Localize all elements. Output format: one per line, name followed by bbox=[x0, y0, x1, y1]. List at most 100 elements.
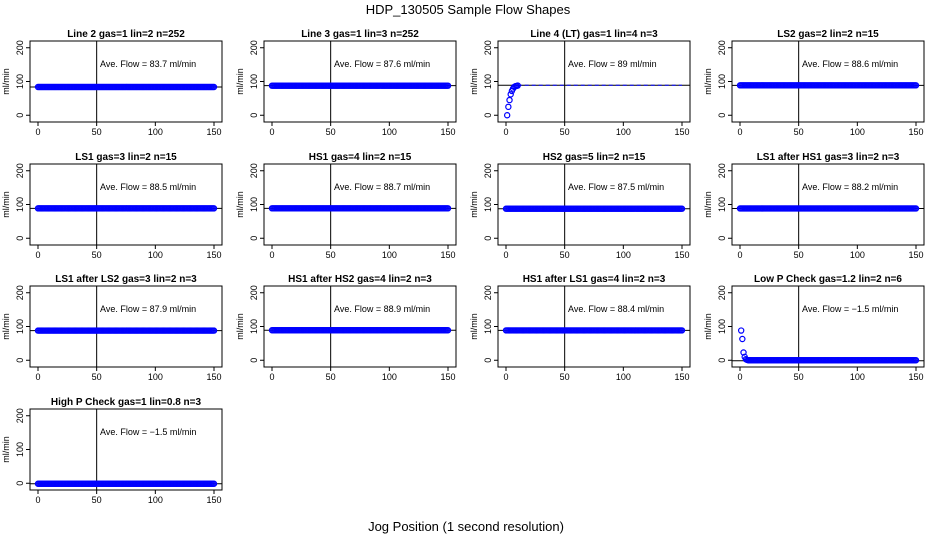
chart-panel-8: LS1 after HS1 gas=3 lin=2 n=3 ml/min 0 100 2… bbox=[703, 152, 925, 260]
x-tick-label: 50 bbox=[92, 127, 102, 137]
y-tick-label: 0 bbox=[15, 113, 25, 118]
x-tick-label: 150 bbox=[908, 127, 923, 137]
y-tick-label: 0 bbox=[15, 236, 25, 241]
x-tick-label: 100 bbox=[148, 372, 163, 382]
data-points bbox=[34, 83, 218, 91]
x-tick-label: 150 bbox=[206, 495, 221, 505]
data-points bbox=[34, 327, 218, 334]
data-points bbox=[268, 82, 452, 89]
y-tick-label: 0 bbox=[15, 358, 25, 363]
x-tick-label: 150 bbox=[908, 250, 923, 260]
x-tick-label: 100 bbox=[382, 127, 397, 137]
data-points bbox=[736, 205, 920, 212]
average-flow-annotation: Ave. Flow = 88.7 ml/min bbox=[334, 182, 430, 192]
x-tick-label: 100 bbox=[382, 372, 397, 382]
y-axis-label: ml/min bbox=[1, 313, 11, 340]
y-tick-label: 0 bbox=[483, 236, 493, 241]
y-tick-label: 0 bbox=[717, 358, 727, 363]
average-flow-annotation: Ave. Flow = 89 ml/min bbox=[568, 59, 657, 69]
x-tick-label: 100 bbox=[148, 250, 163, 260]
x-tick-label: 50 bbox=[92, 495, 102, 505]
data-points bbox=[34, 480, 218, 487]
data-point bbox=[912, 357, 920, 364]
data-point bbox=[210, 480, 218, 487]
x-tick-label: 50 bbox=[560, 127, 570, 137]
y-axis-label: ml/min bbox=[469, 68, 479, 95]
chart-panel-3: Line 4 (LT) gas=1 lin=4 n=3 ml/min 0 100 200… bbox=[469, 29, 691, 137]
panel-title: LS1 after LS2 gas=3 lin=2 n=3 bbox=[55, 274, 197, 285]
average-flow-annotation: Ave. Flow = 87.6 ml/min bbox=[334, 59, 430, 69]
y-tick-label: 200 bbox=[717, 40, 727, 55]
x-tick-label: 0 bbox=[35, 372, 40, 382]
average-flow-annotation: Ave. Flow = 88.6 ml/min bbox=[802, 59, 898, 69]
chart-panel-6: HS1 gas=4 lin=2 n=15 ml/min 0 100 200 0 50 100 1… bbox=[235, 152, 457, 260]
y-tick-label: 100 bbox=[249, 319, 259, 334]
panel-title: Line 3 gas=1 lin=3 n=252 bbox=[301, 29, 419, 40]
x-tick-label: 0 bbox=[269, 127, 274, 137]
average-flow-annotation: Ave. Flow = −1.5 ml/min bbox=[100, 427, 196, 437]
x-tick-label: 0 bbox=[737, 372, 742, 382]
x-tick-label: 150 bbox=[674, 127, 689, 137]
y-axis-label: ml/min bbox=[235, 313, 245, 340]
average-flow-annotation: Ave. Flow = 88.5 ml/min bbox=[100, 182, 196, 192]
y-tick-label: 100 bbox=[483, 74, 493, 89]
plot-frame bbox=[29, 40, 223, 123]
y-tick-label: 100 bbox=[717, 74, 727, 89]
average-flow-annotation: Ave. Flow = 83.7 ml/min bbox=[100, 59, 196, 69]
x-tick-label: 50 bbox=[794, 372, 804, 382]
y-tick-label: 100 bbox=[483, 319, 493, 334]
x-tick-label: 50 bbox=[794, 127, 804, 137]
plot-frame bbox=[497, 40, 691, 123]
panel-title: LS2 gas=2 lin=2 n=15 bbox=[777, 29, 879, 40]
y-tick-label: 0 bbox=[717, 113, 727, 118]
panel-title: HS1 gas=4 lin=2 n=15 bbox=[309, 152, 412, 163]
y-tick-label: 200 bbox=[15, 40, 25, 55]
x-tick-label: 0 bbox=[35, 250, 40, 260]
x-tick-label: 0 bbox=[503, 372, 508, 382]
x-tick-label: 150 bbox=[674, 250, 689, 260]
x-tick-label: 0 bbox=[35, 495, 40, 505]
y-axis-label: ml/min bbox=[235, 68, 245, 95]
y-tick-label: 200 bbox=[483, 163, 493, 178]
x-tick-label: 100 bbox=[850, 250, 865, 260]
x-tick-label: 50 bbox=[794, 250, 804, 260]
data-point bbox=[737, 327, 745, 334]
x-tick-label: 150 bbox=[440, 372, 455, 382]
x-tick-label: 150 bbox=[206, 250, 221, 260]
panel-title: HS1 after LS1 gas=4 lin=2 n=3 bbox=[523, 274, 666, 285]
plot-frame bbox=[731, 163, 925, 246]
average-flow-annotation: Ave. Flow = 87.9 ml/min bbox=[100, 304, 196, 314]
y-tick-label: 200 bbox=[483, 40, 493, 55]
chart-panel-9: LS1 after LS2 gas=3 lin=2 n=3 ml/min 0 100 2… bbox=[1, 274, 223, 382]
chart-panel-7: HS2 gas=5 lin=2 n=15 ml/min 0 100 200 0 50 100 1… bbox=[469, 152, 691, 260]
y-tick-label: 200 bbox=[15, 163, 25, 178]
x-tick-label: 100 bbox=[616, 372, 631, 382]
x-tick-label: 0 bbox=[269, 372, 274, 382]
chart-panel-5: LS1 gas=3 lin=2 n=15 ml/min 0 100 200 0 50 100 1… bbox=[1, 152, 223, 260]
y-tick-label: 100 bbox=[483, 197, 493, 212]
x-tick-label: 0 bbox=[35, 127, 40, 137]
plot-frame bbox=[497, 285, 691, 368]
x-tick-label: 0 bbox=[737, 127, 742, 137]
average-flow-annotation: Ave. Flow = 88.2 ml/min bbox=[802, 182, 898, 192]
x-tick-label: 150 bbox=[674, 372, 689, 382]
data-points bbox=[268, 327, 452, 334]
panel-title: HS2 gas=5 lin=2 n=15 bbox=[543, 152, 646, 163]
x-tick-label: 150 bbox=[206, 127, 221, 137]
x-tick-label: 0 bbox=[503, 250, 508, 260]
y-tick-label: 200 bbox=[483, 285, 493, 300]
x-tick-label: 0 bbox=[503, 127, 508, 137]
data-point bbox=[506, 96, 513, 104]
figure-title: HDP_130505 Sample Flow Shapes bbox=[366, 2, 571, 17]
data-point bbox=[503, 112, 511, 119]
chart-panel-10: HS1 after HS2 gas=4 lin=2 n=3 ml/min 0 100 2… bbox=[235, 274, 457, 382]
y-tick-label: 200 bbox=[717, 285, 727, 300]
x-tick-label: 150 bbox=[440, 127, 455, 137]
data-points bbox=[34, 205, 218, 212]
y-tick-label: 100 bbox=[15, 197, 25, 212]
plot-frame bbox=[263, 163, 457, 246]
data-points bbox=[737, 327, 920, 364]
x-tick-label: 100 bbox=[148, 127, 163, 137]
y-tick-label: 200 bbox=[249, 163, 259, 178]
